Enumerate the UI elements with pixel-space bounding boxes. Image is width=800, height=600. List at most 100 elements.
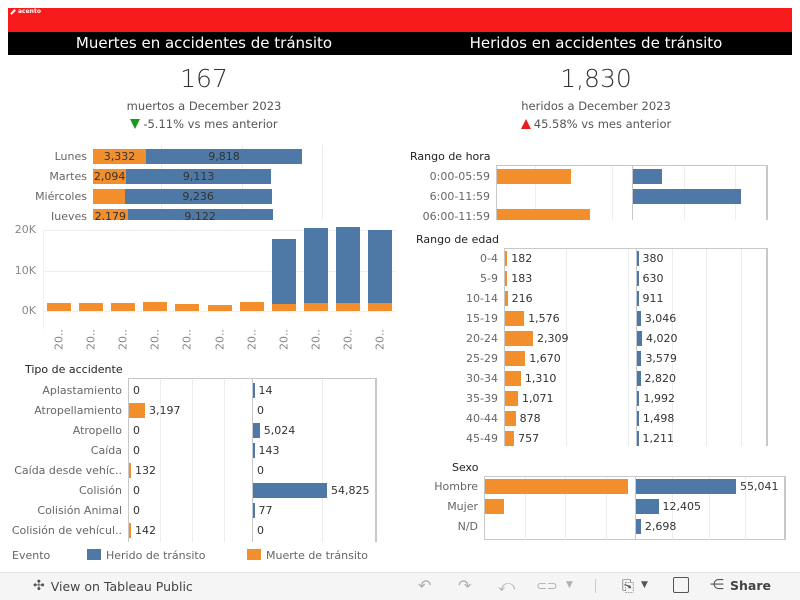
bar-deaths[interactable] (505, 291, 508, 306)
view-on-tableau-link[interactable]: ✣ View on Tableau Public (33, 578, 193, 594)
value-label-deaths: 1,576 (528, 312, 560, 325)
row-label: 30-34 (466, 372, 498, 385)
bar-injured[interactable] (124, 189, 272, 204)
legend-swatch-injured[interactable] (87, 549, 101, 560)
bar-injured[interactable] (637, 391, 640, 406)
y-tick-label: 0K (21, 304, 36, 317)
bar-injured[interactable] (637, 271, 639, 286)
bar-deaths[interactable] (271, 304, 296, 311)
revert-icon[interactable]: ⤺ (498, 576, 516, 595)
bar-deaths[interactable] (505, 431, 515, 446)
row-label: Mujer (447, 500, 478, 513)
bar-deaths[interactable] (93, 189, 125, 204)
bar-deaths[interactable] (93, 149, 146, 164)
row-label: 6:00-11:59 (429, 190, 490, 203)
value-label-injured: 2,698 (644, 520, 677, 533)
redo-icon[interactable]: ↷ (458, 576, 472, 595)
undo-icon[interactable]: ↶ (418, 576, 432, 595)
bar-deaths[interactable] (111, 303, 136, 311)
bar-injured[interactable] (637, 291, 639, 306)
bar-deaths[interactable] (47, 303, 72, 311)
bar-deaths[interactable] (143, 302, 168, 311)
axis-deaths (504, 249, 505, 446)
legend-swatch-deaths[interactable] (247, 549, 261, 560)
bar-deaths[interactable] (367, 303, 392, 311)
gridline (565, 477, 566, 540)
bar-deaths[interactable] (485, 479, 628, 494)
bar-injured[interactable] (253, 443, 255, 458)
bar-injured[interactable] (637, 351, 642, 366)
bar-injured[interactable] (633, 169, 662, 184)
value-label-deaths: 0 (133, 384, 140, 397)
bar-deaths[interactable] (303, 303, 328, 311)
bar-deaths[interactable] (239, 302, 264, 311)
bar-injured[interactable] (253, 483, 327, 498)
bar-deaths[interactable] (129, 523, 131, 538)
gridline (43, 230, 396, 232)
bar-deaths[interactable] (505, 411, 516, 426)
day-label: Martes (49, 170, 87, 183)
download-dropdown-icon[interactable]: ▼ (641, 580, 648, 590)
legend-label-injured[interactable]: Herido de tránsito (106, 549, 206, 562)
bar-deaths[interactable] (505, 331, 533, 346)
refresh-dropdown-icon[interactable]: ▼ (566, 580, 573, 590)
share-button[interactable]: ⋲ Share (710, 577, 771, 593)
bar-deaths[interactable] (505, 351, 526, 366)
bar-injured[interactable] (637, 311, 641, 326)
bar-deaths[interactable] (505, 391, 518, 406)
bar-label-deaths: 3,332 (103, 150, 136, 163)
gridline (566, 249, 567, 446)
bar-deaths[interactable] (129, 463, 131, 478)
bar-injured[interactable] (253, 503, 255, 518)
bar-injured[interactable] (367, 229, 392, 304)
bar-injured[interactable] (253, 423, 260, 438)
row-label: Caída (90, 444, 122, 457)
bar-deaths[interactable] (505, 251, 508, 266)
value-label-injured: 380 (642, 252, 664, 265)
bar-injured[interactable] (335, 226, 360, 304)
row-label: 0:00-05:59 (429, 170, 490, 183)
bar-injured[interactable] (126, 169, 272, 184)
bar-injured[interactable] (303, 228, 328, 304)
bar-injured[interactable] (637, 411, 639, 426)
bar-deaths[interactable] (93, 169, 127, 184)
bar-injured[interactable] (636, 519, 641, 534)
row-label: Atropellamiento (34, 404, 122, 417)
bar-injured[interactable] (633, 189, 741, 204)
bar-injured[interactable] (636, 499, 659, 514)
row-label: 5-9 (480, 272, 498, 285)
legend-label-deaths[interactable]: Muerte de tránsito (266, 549, 368, 562)
bar-deaths[interactable] (505, 371, 521, 386)
bar-label-injured: 9,122 (184, 210, 216, 223)
bar-deaths[interactable] (485, 499, 505, 514)
bar-deaths[interactable] (335, 303, 360, 311)
gridline (612, 166, 613, 229)
bar-injured[interactable] (637, 251, 639, 266)
download-icon[interactable]: ⎘ (622, 577, 635, 595)
bar-injured[interactable] (271, 239, 296, 305)
row-label: Aplastamiento (42, 384, 122, 397)
bar-injured[interactable] (636, 479, 736, 494)
bar-deaths[interactable] (505, 271, 508, 286)
x-tick-label: 20.. (277, 329, 291, 350)
bar-deaths[interactable] (79, 303, 104, 311)
row-label: 40-44 (466, 412, 498, 425)
chart-clip (400, 220, 800, 230)
bar-deaths[interactable] (207, 305, 232, 311)
bar-injured[interactable] (145, 149, 302, 164)
bar-deaths[interactable] (497, 169, 571, 184)
refresh-icon[interactable]: ⊂⊃ (536, 579, 558, 594)
section-title-edad: Rango de edad (416, 233, 500, 246)
value-label-deaths: 878 (519, 412, 541, 425)
bar-injured[interactable] (253, 383, 255, 398)
bar-injured[interactable] (637, 371, 641, 386)
bar-deaths[interactable] (129, 403, 145, 418)
bar-deaths[interactable] (505, 311, 525, 326)
chart-frame-edad (504, 248, 768, 446)
bar-deaths[interactable] (175, 304, 200, 311)
gridline (43, 311, 396, 312)
bar-injured[interactable] (637, 431, 639, 446)
fullscreen-icon[interactable] (673, 577, 689, 593)
injured-kpi-value: 1,830 (560, 64, 632, 93)
bar-injured[interactable] (637, 331, 642, 346)
